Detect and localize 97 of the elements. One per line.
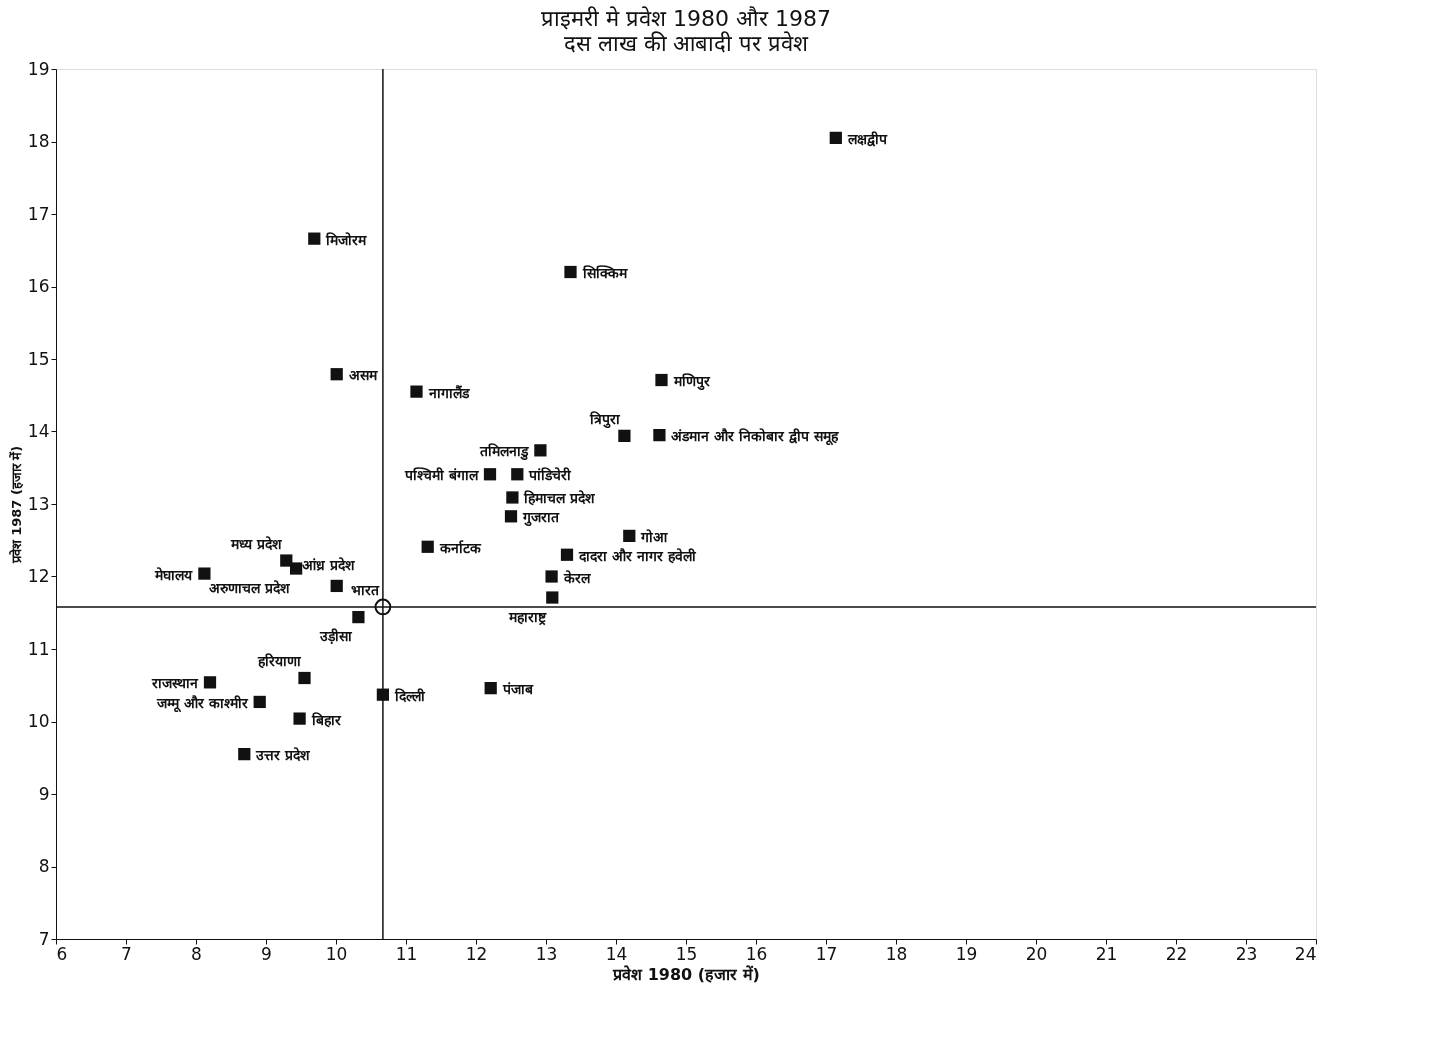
point (421, 540, 434, 553)
point (253, 695, 266, 709)
x-tick-label: 9 (261, 943, 272, 964)
annotation: मिजोरम (325, 231, 368, 248)
y-tick-label: 18 (27, 131, 50, 151)
y-tick-label: 17 (27, 203, 50, 224)
annotation: मणिपुर (672, 373, 711, 392)
annotation: सिक्किम (581, 265, 628, 281)
annotation: पश्चिमी बंगाल (404, 467, 479, 484)
point (330, 579, 343, 593)
y-tick-label: 12 (27, 566, 50, 586)
x-tick-label: 12 (465, 943, 488, 964)
annotation: पंजाब (501, 681, 534, 698)
x-tick-label: 19 (955, 943, 978, 964)
x-tick-label: 22 (1165, 943, 1188, 964)
annotation: केरल (562, 569, 591, 586)
annotation: अरुणाचल प्रदेश (209, 579, 291, 596)
point (534, 444, 547, 457)
x-tick-label: 6 (56, 943, 68, 964)
chart-title: प्राइमरी मे प्रवेश 1980 और 1987 (541, 6, 831, 31)
annotation: लक्षद्वीप (846, 130, 888, 147)
annotation: मेघालय (154, 566, 194, 583)
x-tick-label: 7 (121, 943, 132, 964)
x-tick-label: 21 (1095, 943, 1118, 964)
point (483, 468, 497, 481)
annotation: गोआ (640, 528, 669, 545)
annotation: तमिलनाडु (479, 443, 530, 462)
x-tick-label: 17 (815, 943, 838, 964)
annotation: राजस्थान (151, 675, 199, 692)
annotation: जम्मू और काश्मीर (155, 694, 249, 713)
annotation: हरियाणा (256, 653, 302, 669)
y-tick-label: 10 (27, 711, 50, 731)
chart-subtitle: दस लाख की आबादी पर प्रवेश (563, 31, 810, 56)
x-tick-label: 14 (605, 943, 628, 964)
y-tick-label: 8 (38, 856, 50, 876)
point (298, 671, 311, 685)
x-axis-title: प्रवेश 1980 (हजार में) (612, 964, 760, 984)
x-tick-label: 8 (191, 943, 202, 964)
x-tick-label: 23 (1235, 943, 1258, 964)
point (546, 591, 559, 604)
point (203, 676, 217, 689)
point (289, 562, 303, 575)
y-tick-label: 15 (27, 348, 50, 369)
point (308, 232, 321, 245)
annotation: उत्तर प्रदेश (255, 747, 311, 764)
x-tick-label: 13 (535, 943, 558, 964)
annotation: आंध्र प्रदेश (302, 556, 356, 573)
x-tick-label: 18 (885, 943, 908, 964)
annotation: महाराष्ट्र (508, 608, 548, 626)
x-tick-label: 10 (325, 943, 348, 964)
annotation: मध्य प्रदेश (230, 535, 283, 552)
y-tick-label: 9 (38, 783, 50, 804)
point (330, 368, 343, 381)
y-tick-label: 13 (27, 493, 50, 514)
point (829, 131, 842, 144)
x-tick-label: 15 (675, 943, 698, 964)
point (198, 567, 211, 580)
x-tick-label: 11 (395, 943, 418, 964)
annotation: नागालैंड (427, 384, 470, 401)
point (623, 529, 636, 543)
annotation: बिहार (310, 711, 342, 728)
point (560, 548, 574, 561)
annotation: कर्नाटक (438, 539, 482, 556)
annotation: दिल्ली (393, 687, 426, 704)
annotation: त्रिपुरा (589, 410, 622, 429)
y-axis-title: प्रवेश 1987 (हजार में) (8, 445, 24, 565)
annotation: हिमाचल प्रदेश (523, 490, 596, 507)
x-tick-label: 24 (1294, 943, 1317, 964)
point (655, 373, 668, 387)
y-tick-label: 14 (27, 421, 50, 441)
x-tick-label: 20 (1025, 943, 1048, 964)
y-tick-label: 11 (27, 638, 50, 659)
point (506, 491, 519, 504)
annotation: असम (348, 367, 378, 384)
point (238, 748, 251, 761)
x-tick-label: 16 (745, 943, 768, 964)
point (293, 712, 306, 725)
point (504, 510, 518, 523)
point (653, 429, 666, 442)
point (564, 265, 577, 279)
y-tick-label: 7 (38, 928, 50, 949)
point (511, 468, 524, 481)
annotation: गुजरात (522, 509, 560, 528)
annotation: उड़ीसा (319, 628, 354, 645)
y-tick-label: 16 (27, 276, 50, 296)
point (374, 598, 392, 616)
point (484, 682, 497, 695)
point (352, 610, 365, 624)
y-tick-label: 19 (27, 58, 50, 79)
annotation: अंडमान और निकोबार द्वीप समूह (671, 428, 839, 447)
point (545, 570, 558, 583)
point (280, 554, 293, 567)
annotation: दादरा और नागर हवेली (578, 547, 697, 564)
point (410, 385, 423, 398)
annotation: भारत (350, 581, 380, 598)
point (618, 429, 631, 442)
annotation: पांडिचेरी (528, 467, 573, 484)
